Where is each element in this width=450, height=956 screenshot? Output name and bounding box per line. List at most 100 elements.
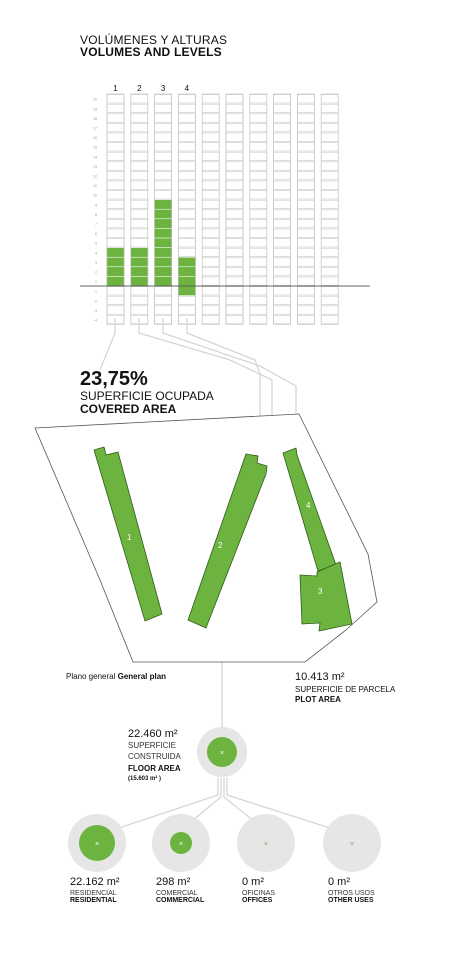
level-cell-filled bbox=[178, 286, 196, 296]
axis-level-label: -3 bbox=[94, 309, 97, 313]
level-cell bbox=[320, 276, 339, 286]
level-cell bbox=[201, 151, 220, 161]
level-cell bbox=[154, 113, 172, 123]
level-cell bbox=[297, 180, 315, 190]
level-cell bbox=[106, 113, 125, 123]
level-cell bbox=[273, 113, 291, 123]
level-cell bbox=[273, 315, 291, 325]
connector-residential bbox=[97, 778, 219, 836]
header-title-en: VOLUMES AND LEVELS bbox=[80, 45, 222, 59]
level-cell bbox=[106, 199, 125, 209]
level-cell bbox=[106, 219, 125, 229]
level-cell bbox=[297, 315, 315, 325]
level-cell bbox=[225, 151, 244, 161]
level-cell bbox=[225, 209, 244, 219]
level-cell bbox=[154, 103, 172, 113]
level-cell bbox=[297, 94, 315, 104]
building-2 bbox=[187, 453, 268, 629]
level-cell bbox=[178, 238, 196, 248]
level-cell bbox=[154, 142, 172, 152]
use-other-label-en: OTHER USES bbox=[328, 897, 374, 904]
level-cell bbox=[249, 257, 268, 267]
level-cell bbox=[178, 190, 196, 200]
level-cell bbox=[154, 94, 172, 104]
level-cell bbox=[106, 123, 125, 133]
use-residential-label-en: RESIDENTIAL bbox=[70, 897, 117, 904]
plot-area-label-es: SUPERFICIE DE PARCELA bbox=[295, 685, 396, 694]
level-cell bbox=[225, 103, 244, 113]
use-commercial-label-en: COMMERCIAL bbox=[156, 897, 205, 904]
level-cell bbox=[249, 123, 268, 133]
connector-other bbox=[226, 778, 353, 836]
level-cell-filled bbox=[154, 257, 172, 267]
level-cell bbox=[178, 219, 196, 229]
level-cell bbox=[106, 286, 125, 296]
level-cell bbox=[130, 132, 149, 142]
level-cell bbox=[154, 132, 172, 142]
level-cell bbox=[320, 267, 339, 277]
use-commercial: 298 m² COMERCIAL COMMERCIAL bbox=[156, 876, 204, 904]
floor-area-note: (15.603 m² ) bbox=[128, 776, 162, 782]
level-cell bbox=[154, 180, 172, 190]
volume-column-9 bbox=[297, 93, 315, 325]
header-title-es: VOLÚMENES Y ALTURAS bbox=[80, 33, 228, 47]
level-cell bbox=[178, 161, 196, 171]
axis-level-label: 17 bbox=[93, 127, 97, 131]
level-cell bbox=[225, 247, 244, 257]
level-cell bbox=[320, 142, 339, 152]
level-cell bbox=[297, 305, 315, 315]
coverage-label-es: SUPERFICIE OCUPADA bbox=[80, 389, 214, 403]
level-cell bbox=[320, 228, 339, 238]
level-cell bbox=[154, 151, 172, 161]
axis-level-label: -2 bbox=[94, 299, 97, 303]
level-cell bbox=[178, 113, 196, 123]
level-cell bbox=[130, 171, 149, 181]
level-cell bbox=[106, 295, 125, 305]
volume-column-8 bbox=[273, 93, 291, 325]
level-cell bbox=[201, 113, 220, 123]
level-cell bbox=[201, 267, 220, 277]
level-cell bbox=[249, 161, 268, 171]
axis-level-label: -4 bbox=[94, 319, 97, 323]
level-cell bbox=[201, 305, 220, 315]
level-cell bbox=[106, 161, 125, 171]
level-cell bbox=[225, 286, 244, 296]
use-offices-label-en: OFFICES bbox=[242, 897, 273, 904]
level-cell bbox=[297, 190, 315, 200]
plot-area-value: 10.413 m² bbox=[295, 671, 345, 683]
level-cell-filled bbox=[106, 257, 125, 267]
level-cell bbox=[273, 132, 291, 142]
level-cell bbox=[178, 199, 196, 209]
floor-area-circle: × bbox=[197, 727, 247, 777]
level-cell bbox=[273, 190, 291, 200]
level-cell bbox=[249, 151, 268, 161]
level-cell bbox=[178, 123, 196, 133]
level-cell bbox=[225, 190, 244, 200]
level-cell-filled bbox=[154, 228, 172, 238]
level-cell bbox=[178, 228, 196, 238]
level-cell bbox=[225, 123, 244, 133]
level-cell bbox=[225, 161, 244, 171]
level-cell bbox=[225, 295, 244, 305]
level-cell bbox=[297, 267, 315, 277]
level-cell bbox=[154, 161, 172, 171]
level-cell bbox=[273, 103, 291, 113]
level-cell bbox=[249, 142, 268, 152]
level-cell bbox=[178, 103, 196, 113]
level-cell bbox=[154, 286, 172, 296]
level-cell bbox=[178, 247, 196, 257]
level-cell bbox=[225, 94, 244, 104]
level-cell bbox=[178, 142, 196, 152]
level-cell bbox=[201, 276, 220, 286]
use-commercial-value: 298 m² bbox=[156, 876, 191, 888]
level-cell bbox=[130, 199, 149, 209]
level-cell bbox=[130, 142, 149, 152]
level-cell bbox=[130, 180, 149, 190]
level-cell-filled bbox=[178, 267, 196, 277]
level-cell bbox=[154, 305, 172, 315]
level-cell-filled bbox=[154, 247, 172, 257]
level-cell-filled bbox=[130, 247, 149, 257]
level-cell bbox=[297, 228, 315, 238]
level-cell-filled bbox=[154, 267, 172, 277]
